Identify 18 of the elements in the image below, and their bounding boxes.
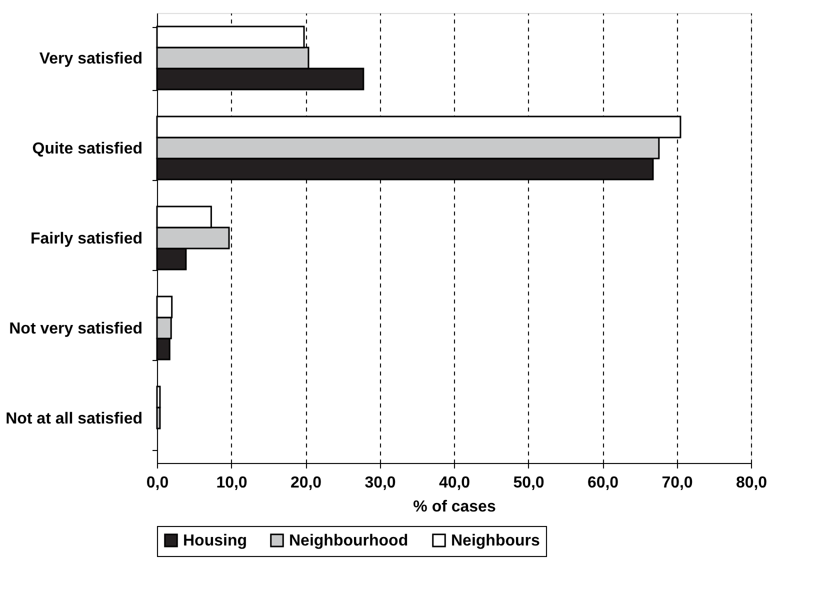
x-tick-label: 20,0 bbox=[290, 474, 322, 492]
x-axis-title: % of cases bbox=[413, 498, 496, 516]
x-tick-label: 70,0 bbox=[662, 474, 693, 492]
y-tick-label: Quite satisfied bbox=[32, 140, 142, 158]
x-tick-label: 60,0 bbox=[587, 474, 619, 492]
y-tick-label: Not at all satisfied bbox=[6, 410, 142, 428]
x-tick-label: 50,0 bbox=[513, 474, 544, 492]
x-tick-label: 0,0 bbox=[146, 474, 169, 492]
legend-label: Neighbours bbox=[451, 532, 540, 550]
x-tick-label: 80,0 bbox=[736, 474, 768, 492]
x-tick-label: 10,0 bbox=[216, 474, 248, 492]
x-tick-label: 30,0 bbox=[364, 474, 396, 492]
y-tick-label: Very satisfied bbox=[39, 50, 142, 68]
legend-label: Neighbourhood bbox=[289, 532, 408, 550]
y-tick-label: Not very satisfied bbox=[9, 320, 142, 338]
x-tick-label: 40,0 bbox=[438, 474, 470, 492]
legend-label: Housing bbox=[183, 532, 247, 550]
y-tick-label: Fairly satisfied bbox=[30, 230, 142, 248]
